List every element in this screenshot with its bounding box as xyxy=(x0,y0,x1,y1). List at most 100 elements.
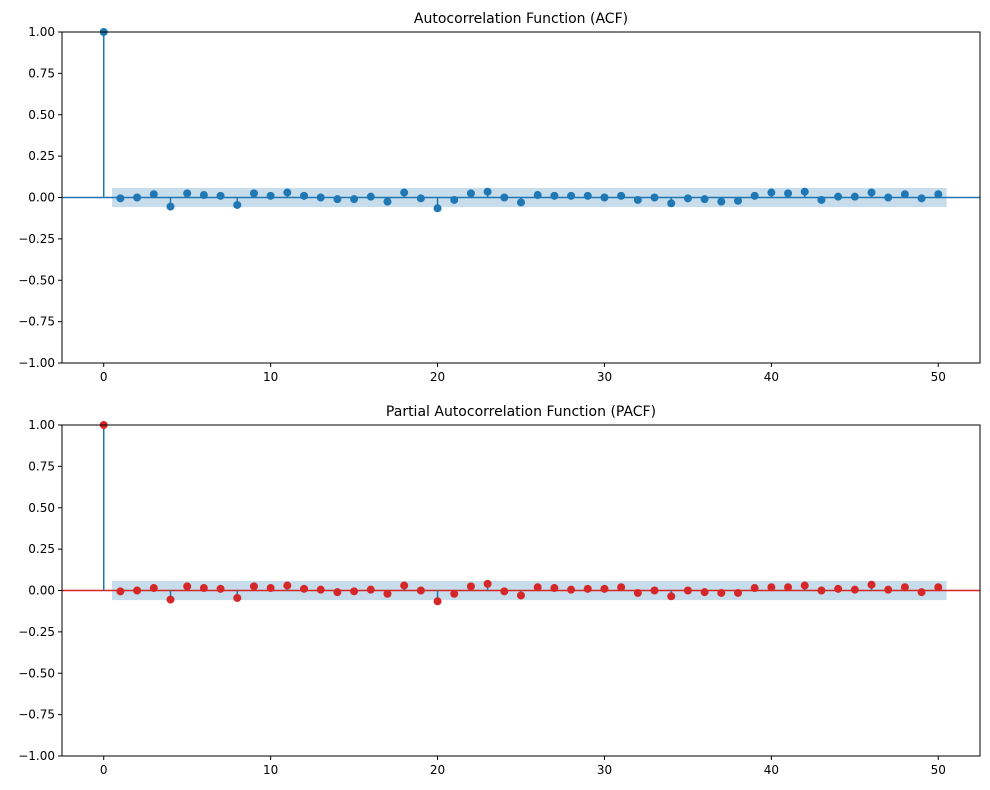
acf-marker-lag-3 xyxy=(149,190,158,199)
pacf-marker-lag-49 xyxy=(917,588,926,597)
pacf-marker-lag-15 xyxy=(350,587,359,596)
acf-marker-lag-29 xyxy=(583,191,592,200)
acf-xtick-label: 50 xyxy=(931,370,946,384)
acf-marker-lag-49 xyxy=(917,194,926,203)
pacf-marker-lag-10 xyxy=(266,584,275,593)
pacf-marker-lag-36 xyxy=(700,588,709,597)
acf-xtick-label: 30 xyxy=(597,370,612,384)
acf-marker-lag-34 xyxy=(667,199,676,208)
pacf-xtick-label: 20 xyxy=(430,763,445,777)
pacf-marker-lag-43 xyxy=(817,586,826,595)
acf-marker-lag-46 xyxy=(867,188,876,197)
pacf-marker-lag-44 xyxy=(834,584,843,593)
pacf-marker-lag-9 xyxy=(249,582,258,591)
pacf-xtick-label: 50 xyxy=(931,763,946,777)
acf-marker-lag-1 xyxy=(116,194,125,203)
pacf-marker-lag-18 xyxy=(400,581,409,590)
acf-marker-lag-4 xyxy=(166,202,175,211)
acf-marker-lag-24 xyxy=(500,193,509,202)
pacf-marker-lag-21 xyxy=(450,589,459,598)
pacf-ytick-label: 1.00 xyxy=(28,418,55,432)
pacf-marker-lag-35 xyxy=(683,586,692,595)
acf-ytick-label: −0.25 xyxy=(18,232,55,246)
pacf-marker-lag-47 xyxy=(884,585,893,594)
acf-marker-lag-26 xyxy=(533,191,542,200)
acf-marker-lag-30 xyxy=(600,193,609,202)
pacf-marker-lag-34 xyxy=(667,592,676,601)
pacf-marker-lag-42 xyxy=(800,581,809,590)
pacf-marker-lag-39 xyxy=(750,584,759,593)
pacf-marker-lag-13 xyxy=(316,585,325,594)
pacf-marker-lag-20 xyxy=(433,597,442,606)
pacf-marker-lag-28 xyxy=(567,585,576,594)
acf-marker-lag-23 xyxy=(483,187,492,196)
acf-ytick-label: 1.00 xyxy=(28,25,55,39)
acf-marker-lag-20 xyxy=(433,204,442,213)
acf-xtick-label: 10 xyxy=(263,370,278,384)
acf-marker-lag-47 xyxy=(884,193,893,202)
acf-marker-lag-41 xyxy=(784,189,793,198)
pacf-marker-lag-50 xyxy=(934,583,943,592)
pacf-marker-lag-26 xyxy=(533,583,542,592)
pacf-marker-lag-29 xyxy=(583,584,592,593)
acf-marker-lag-28 xyxy=(567,191,576,200)
acf-ytick-label: −0.50 xyxy=(18,273,55,287)
pacf-marker-lag-31 xyxy=(617,583,626,592)
pacf-ytick-label: −0.50 xyxy=(18,666,55,680)
acf-title: Autocorrelation Function (ACF) xyxy=(414,11,628,27)
pacf-marker-lag-32 xyxy=(633,588,642,597)
pacf-marker-lag-1 xyxy=(116,587,125,596)
pacf-marker-lag-5 xyxy=(183,582,192,591)
acf-marker-lag-37 xyxy=(717,197,726,206)
acf-marker-lag-7 xyxy=(216,191,225,200)
acf-xtick-label: 20 xyxy=(430,370,445,384)
acf-marker-lag-39 xyxy=(750,191,759,200)
pacf-marker-lag-30 xyxy=(600,584,609,593)
acf-marker-lag-43 xyxy=(817,195,826,204)
acf-marker-lag-2 xyxy=(133,193,142,202)
pacf-marker-lag-38 xyxy=(733,588,742,597)
acf-marker-lag-18 xyxy=(400,188,409,197)
acf-ytick-label: 0.50 xyxy=(28,108,55,122)
pacf-ytick-label: 0.50 xyxy=(28,501,55,515)
pacf-panel: 0 10 20 30 40 50 −1.00 −0.75 −0.50 −0.25 0.00 0.25 0… xyxy=(18,404,981,777)
acf-marker-lag-13 xyxy=(316,193,325,202)
acf-marker-lag-17 xyxy=(383,197,392,206)
pacf-marker-lag-6 xyxy=(199,584,208,593)
acf-marker-lag-19 xyxy=(416,194,425,203)
acf-xtick-label: 0 xyxy=(100,370,108,384)
acf-marker-lag-22 xyxy=(466,189,475,198)
pacf-marker-lag-16 xyxy=(366,585,375,594)
pacf-marker-lag-33 xyxy=(650,586,659,595)
acf-marker-lag-12 xyxy=(300,191,309,200)
pacf-xtick-label: 40 xyxy=(764,763,779,777)
acf-marker-lag-25 xyxy=(517,198,525,207)
acf-marker-lag-27 xyxy=(550,191,559,200)
pacf-xtick-label: 30 xyxy=(597,763,612,777)
acf-marker-lag-42 xyxy=(800,187,809,196)
acf-marker-lag-45 xyxy=(850,192,859,201)
acf-marker-lag-33 xyxy=(650,193,659,202)
pacf-marker-lag-2 xyxy=(133,586,142,595)
acf-marker-lag-5 xyxy=(183,189,192,198)
acf-marker-lag-21 xyxy=(450,195,459,204)
acf-marker-lag-31 xyxy=(617,191,626,200)
pacf-marker-lag-46 xyxy=(867,580,876,589)
acf-marker-lag-8 xyxy=(233,200,242,209)
pacf-marker-lag-19 xyxy=(416,586,425,595)
acf-marker-lag-38 xyxy=(733,196,742,205)
acf-marker-lag-50 xyxy=(934,190,943,199)
acf-marker-lag-6 xyxy=(199,191,208,200)
pacf-ytick-label: 0.75 xyxy=(28,459,55,473)
pacf-ytick-label: −1.00 xyxy=(18,749,55,763)
pacf-marker-lag-23 xyxy=(483,579,492,588)
acf-marker-lag-15 xyxy=(350,195,359,204)
acf-marker-lag-40 xyxy=(767,188,776,197)
pacf-marker-lag-41 xyxy=(784,583,793,592)
pacf-marker-lag-4 xyxy=(166,595,175,604)
pacf-marker-lag-40 xyxy=(767,583,776,592)
pacf-ytick-label: 0.25 xyxy=(28,542,55,556)
pacf-ytick-label: 0.00 xyxy=(28,584,55,598)
pacf-marker-lag-7 xyxy=(216,584,225,593)
